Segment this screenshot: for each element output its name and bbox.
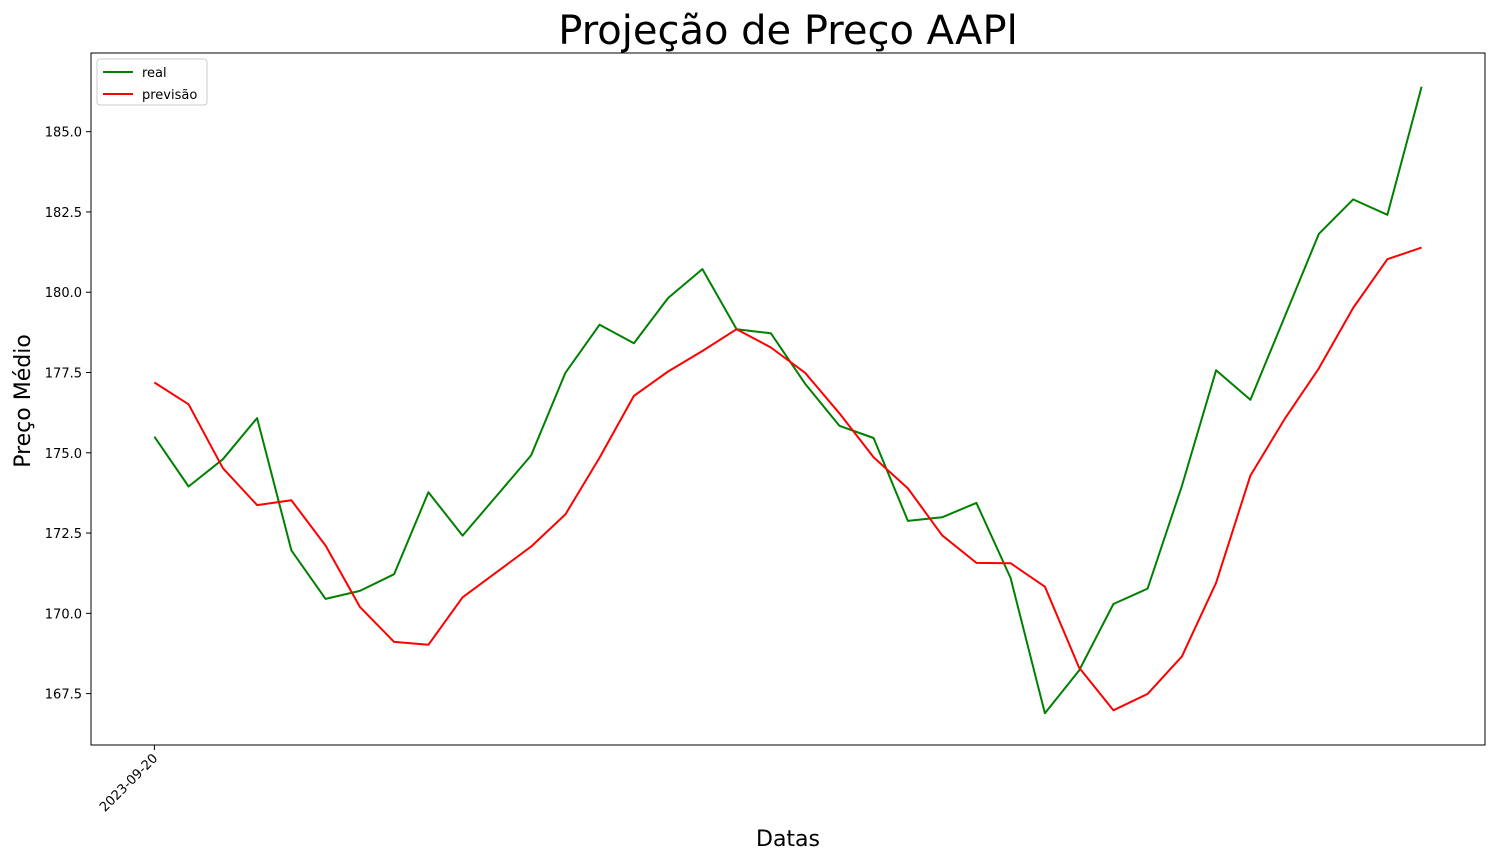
chart-title: Projeção de Preço AAPl (558, 8, 1017, 54)
series-line-0 (153, 86, 1423, 715)
y-tick-label: 170.0 (45, 607, 82, 622)
y-tick-label: 172.5 (45, 527, 82, 542)
plot-frame (90, 52, 1486, 746)
series-line-1 (153, 246, 1422, 712)
x-axis-label: Datas (756, 827, 820, 852)
y-axis-label: Preço Médio (11, 334, 36, 468)
y-tick-label: 177.5 (45, 367, 82, 382)
legend-label-1: previsão (142, 88, 197, 103)
y-tick-label: 182.5 (45, 206, 82, 221)
y-tick-label: 175.0 (45, 447, 82, 462)
y-tick-label: 185.0 (45, 126, 82, 141)
legend: real previsão (96, 58, 208, 106)
y-tick-label: 180.0 (45, 286, 82, 301)
y-tick-label: 167.5 (45, 688, 82, 703)
legend-label-0: real (142, 66, 167, 81)
plot-area (153, 86, 1423, 715)
